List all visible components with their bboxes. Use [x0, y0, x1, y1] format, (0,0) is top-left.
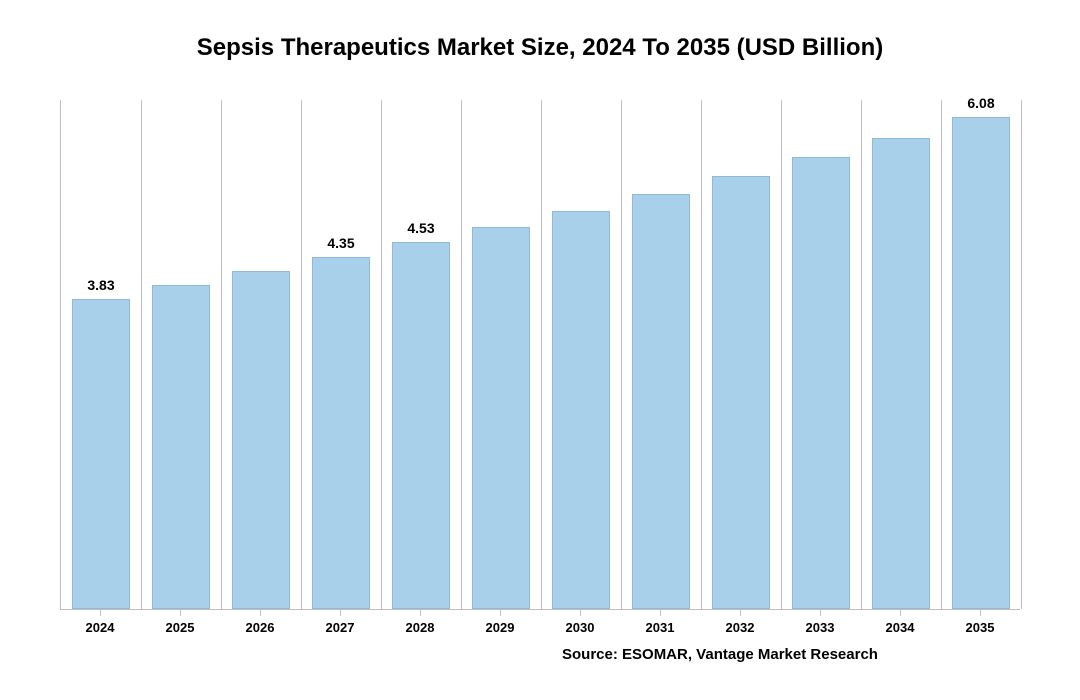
x-tick [820, 610, 821, 616]
bar [232, 271, 290, 609]
bar [792, 157, 850, 609]
gridline [221, 100, 222, 609]
bar [552, 211, 610, 609]
bar [632, 194, 690, 609]
plot-area: 3.834.354.536.08 [60, 100, 1020, 610]
gridline [1021, 100, 1022, 609]
gridline [701, 100, 702, 609]
x-tick [260, 610, 261, 616]
bar [312, 257, 370, 609]
x-axis-label: 2026 [246, 620, 275, 635]
gridline [941, 100, 942, 609]
x-axis-label: 2027 [326, 620, 355, 635]
x-tick [420, 610, 421, 616]
bar [72, 299, 130, 609]
x-tick [100, 610, 101, 616]
gridline [381, 100, 382, 609]
x-axis-label: 2032 [726, 620, 755, 635]
bar [152, 285, 210, 609]
bar [872, 138, 930, 609]
x-tick [740, 610, 741, 616]
x-tick [180, 610, 181, 616]
chart-title: Sepsis Therapeutics Market Size, 2024 To… [0, 0, 1080, 62]
x-axis-label: 2033 [806, 620, 835, 635]
x-axis-label: 2035 [966, 620, 995, 635]
bar-value-label: 3.83 [87, 277, 114, 293]
x-tick [900, 610, 901, 616]
bar [392, 242, 450, 609]
bar [952, 117, 1010, 609]
x-axis-label: 2025 [166, 620, 195, 635]
x-axis-label: 2028 [406, 620, 435, 635]
gridline [301, 100, 302, 609]
gridline [861, 100, 862, 609]
bar-value-label: 6.08 [967, 95, 994, 111]
x-axis-label: 2030 [566, 620, 595, 635]
bar [472, 227, 530, 609]
gridline [621, 100, 622, 609]
gridline [461, 100, 462, 609]
bar [712, 176, 770, 609]
gridline [141, 100, 142, 609]
x-tick [660, 610, 661, 616]
bar-value-label: 4.35 [327, 235, 354, 251]
x-tick [980, 610, 981, 616]
gridline [781, 100, 782, 609]
x-tick [500, 610, 501, 616]
x-axis-label: 2031 [646, 620, 675, 635]
x-tick [580, 610, 581, 616]
x-tick [340, 610, 341, 616]
x-axis-label: 2034 [886, 620, 915, 635]
source-attribution: Source: ESOMAR, Vantage Market Research [562, 646, 878, 663]
gridline [541, 100, 542, 609]
x-axis-label: 2029 [486, 620, 515, 635]
x-axis-label: 2024 [86, 620, 115, 635]
bar-value-label: 4.53 [407, 220, 434, 236]
